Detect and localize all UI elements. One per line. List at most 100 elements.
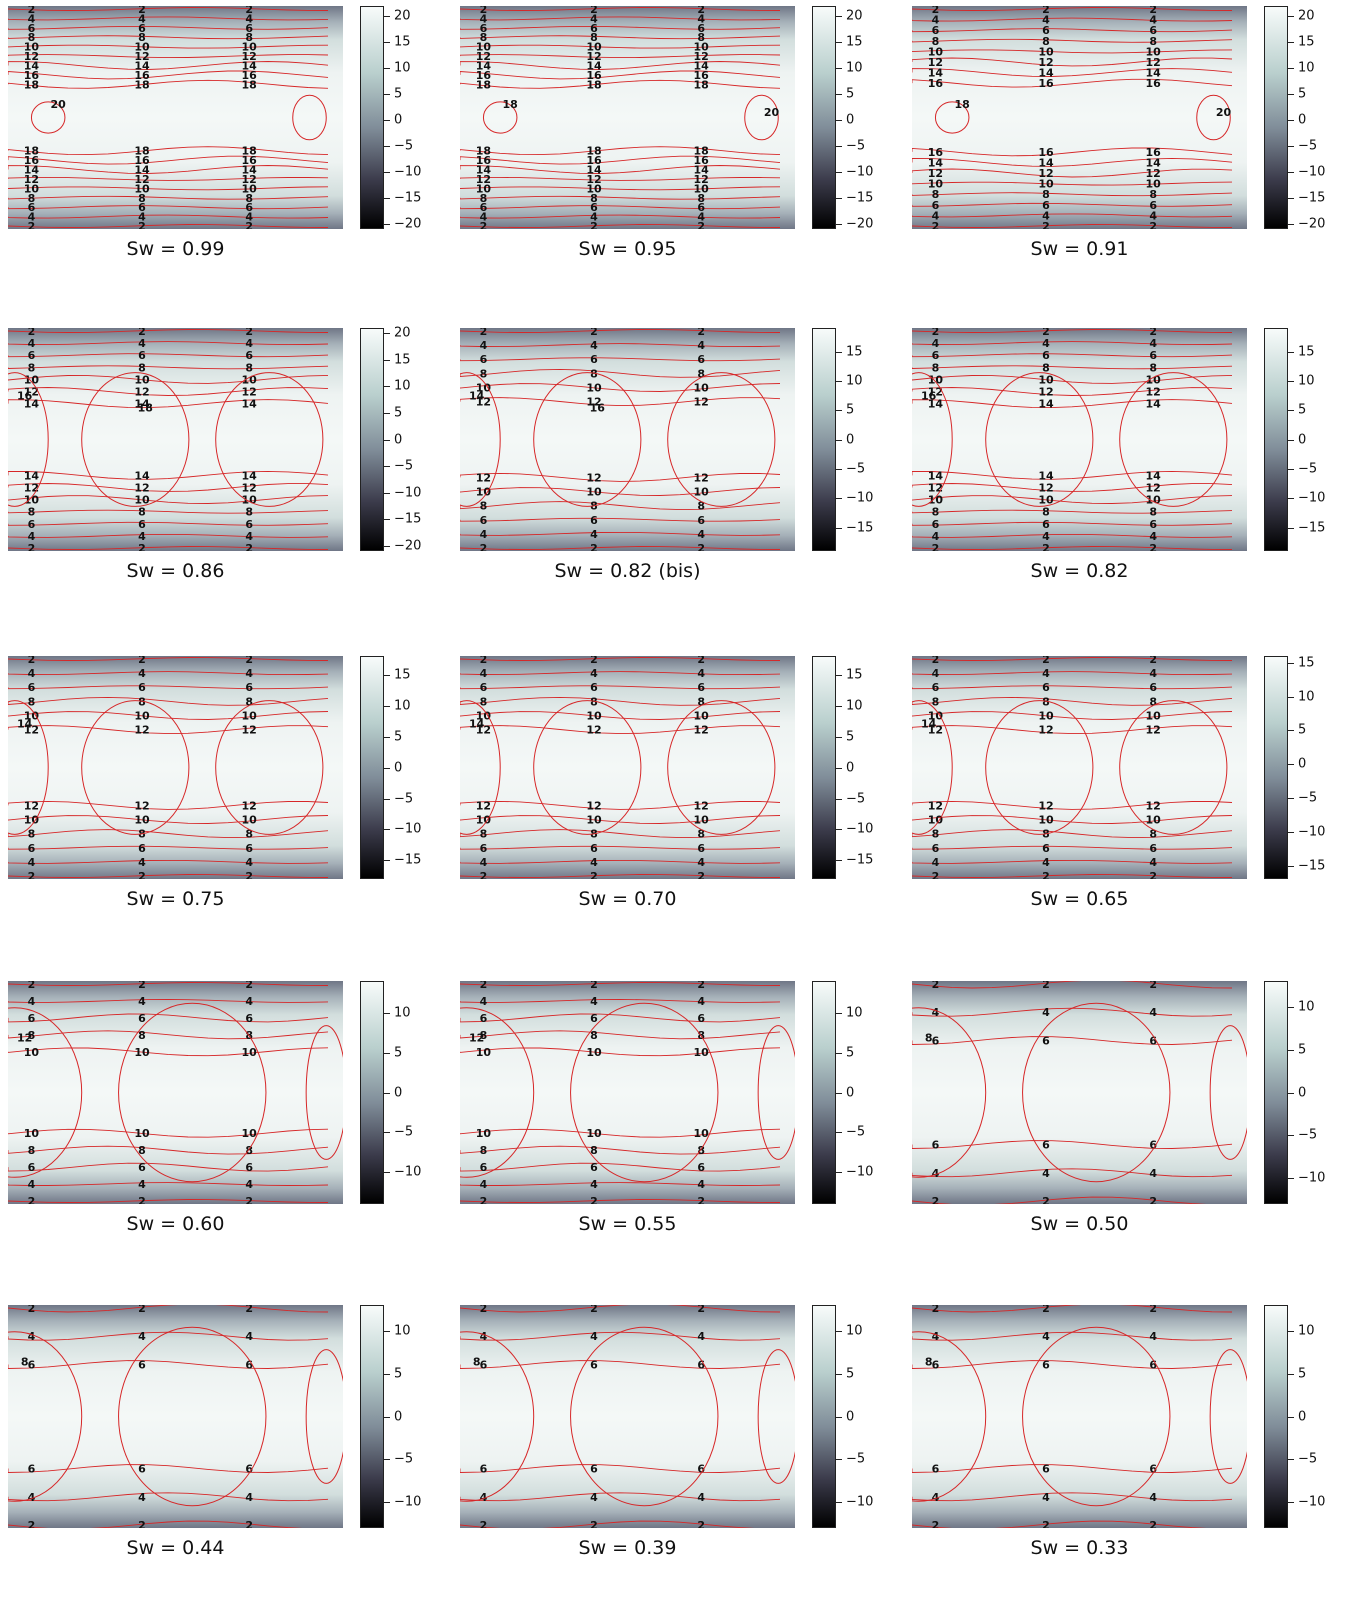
- contour-label: 14: [242, 469, 258, 482]
- contour-label: 6: [28, 1359, 36, 1372]
- contour-label: 6: [138, 1161, 146, 1174]
- colorbar-tick: [836, 1052, 842, 1054]
- contour-label: 10: [1146, 373, 1162, 386]
- contour-label: 6: [28, 1161, 36, 1174]
- contour-line: [8, 874, 329, 878]
- contour-label: 2: [590, 656, 598, 666]
- contour-label: 10: [134, 494, 150, 507]
- contour-line: [8, 44, 329, 49]
- colorbar-tick-label: −20: [846, 216, 874, 232]
- contour-label: 12: [586, 471, 601, 484]
- contour-label: 4: [480, 995, 488, 1008]
- colorbar-tick-label: −5: [394, 138, 414, 154]
- contour-label: 10: [242, 710, 258, 723]
- panel-caption: Sw = 0.55: [578, 1213, 677, 1235]
- panel-caption: Sw = 0.95: [578, 238, 677, 260]
- contour-label: 4: [590, 667, 598, 680]
- contour-label: 8: [245, 192, 253, 205]
- colorbar-tick: [384, 120, 390, 122]
- colorbar: 20 15 10 5 0 −5 −10 −15 −20: [812, 6, 873, 231]
- colorbar: 10 5 0 −5 −10: [812, 1305, 873, 1528]
- contour-line: [8, 387, 329, 396]
- contour-label: 12: [476, 799, 491, 812]
- contour-label: 16: [590, 401, 606, 414]
- contour-label: 6: [697, 353, 705, 366]
- contour-label: 2: [590, 981, 598, 991]
- colorbar-gradient: [360, 6, 384, 229]
- contour-label: 6: [1149, 681, 1157, 694]
- contour-label: 10: [476, 1127, 492, 1140]
- contour-label: 2: [932, 1195, 940, 1204]
- colorbar-tick-label: 0: [846, 432, 855, 447]
- colorbar-tick-label: −20: [1298, 216, 1326, 232]
- colorbar-tick: [384, 492, 390, 494]
- contour-label: 4: [932, 1491, 940, 1504]
- colorbar-gradient: [812, 328, 836, 551]
- contour-label: 8: [480, 1029, 488, 1042]
- colorbar-tick-label: −15: [394, 511, 422, 527]
- contour-line: [8, 845, 329, 850]
- contour-label: 6: [28, 349, 36, 362]
- contour-label: 2: [697, 6, 705, 16]
- colorbar-tick: [836, 172, 842, 173]
- contour-label: 6: [590, 1012, 598, 1025]
- contour-label: 12: [694, 799, 709, 812]
- colorbar-tick: [1288, 797, 1294, 799]
- contour-line: [8, 1492, 329, 1502]
- colorbar-tick: [384, 674, 390, 676]
- contour-plot: 2244668810101212224466881010121222446688…: [8, 656, 343, 879]
- contour-loop: [667, 372, 776, 507]
- contour-line: [8, 1162, 329, 1172]
- contour-loop: [305, 1025, 343, 1160]
- contour-label: 8: [28, 828, 36, 841]
- contour-label: 4: [28, 1491, 36, 1504]
- colorbar-tick-label: 15: [394, 352, 411, 368]
- colorbar-tick-label: 0: [394, 1409, 403, 1424]
- contour-line: [8, 1145, 329, 1155]
- contour-label: 2: [1042, 220, 1050, 229]
- colorbar-tick-label: −5: [1298, 138, 1318, 154]
- contour-label: 6: [1149, 24, 1157, 37]
- colorbar-tick: [384, 1052, 390, 1054]
- contour-plot: 2244668810101212141416161818224466881010…: [8, 6, 343, 229]
- contour-label: 2: [245, 328, 253, 338]
- contour-label: 6: [245, 518, 253, 531]
- contour-label: 16: [134, 154, 150, 167]
- colorbar-tick: [384, 798, 390, 800]
- contour-label: 16: [1146, 146, 1162, 159]
- colorbar-tick: [1288, 865, 1294, 867]
- contour-panel: 2 2 4 4 6 6 8 8 10 10 12 12 2 2 4 4 6 6 8 8 10 10 12 12 2 2 4 4 6 6 8 8…: [0, 650, 421, 950]
- contour-label: 2: [932, 542, 940, 551]
- contour-line: [460, 725, 781, 735]
- contour-label: 10: [476, 1046, 492, 1059]
- field-background: [460, 981, 795, 1204]
- contour-label: 18: [476, 78, 491, 91]
- contour-label: 6: [28, 518, 36, 531]
- contour-line: [460, 657, 781, 661]
- contour-label: 2: [138, 6, 146, 16]
- contour-label: 4: [28, 211, 36, 224]
- contour-label: 6: [590, 1359, 598, 1372]
- contour-line: [8, 25, 329, 30]
- contour-label: 2: [28, 1305, 36, 1315]
- colorbar-tick-label: 10: [846, 1323, 863, 1339]
- contour-label: 2: [245, 981, 253, 991]
- contour-line: [460, 874, 781, 878]
- contour-label: 2: [245, 1305, 253, 1315]
- contour-line: [460, 44, 781, 49]
- contour-line: [460, 195, 781, 200]
- contour-label: 12: [242, 482, 257, 495]
- contour-line: [8, 1030, 329, 1040]
- colorbar-tick-label: 10: [846, 373, 863, 389]
- colorbar-tick: [384, 439, 390, 441]
- colorbar-tick: [384, 1012, 390, 1014]
- contour-label: 12: [1146, 799, 1161, 812]
- contour-label: 8: [28, 31, 36, 44]
- contour-label: 6: [590, 1463, 598, 1476]
- contour-label: 6: [1042, 24, 1050, 37]
- contour-label: 8: [1042, 35, 1050, 48]
- contour-label: 6: [28, 1012, 36, 1025]
- contour-label: 12: [1038, 386, 1053, 399]
- contour-label: 6: [697, 514, 705, 527]
